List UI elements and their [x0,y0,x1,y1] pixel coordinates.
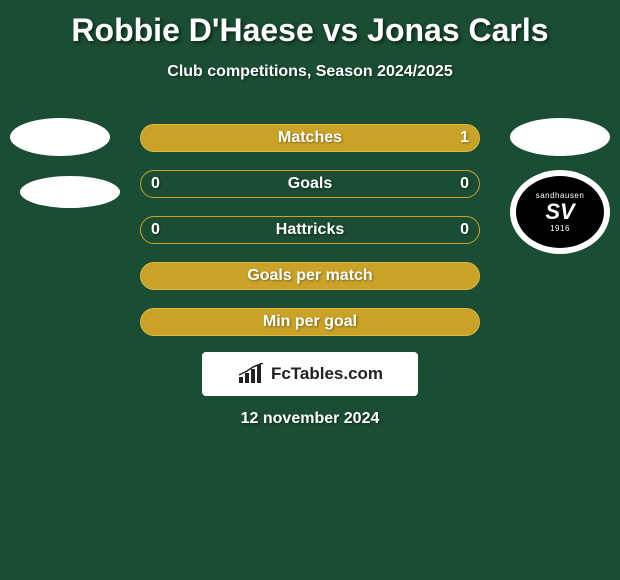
badge-year: 1916 [550,224,570,233]
left-player-shapes [10,118,120,208]
right-player-shapes: sandhausen SV 1916 [510,118,610,254]
stat-label: Goals [288,175,332,193]
badge-center-text: SV [545,202,574,222]
left-ellipse-2 [20,176,120,208]
stat-row: 0 Goals 0 [140,170,480,198]
stat-left-value: 0 [151,175,165,193]
stat-label: Hattricks [276,221,344,239]
stat-row: 0 Hattricks 0 [140,216,480,244]
left-ellipse-1 [10,118,110,156]
branding-text: FcTables.com [271,364,383,384]
stat-right-value: 0 [455,175,469,193]
stat-left-value: 0 [151,221,165,239]
stat-rows: Matches 1 0 Goals 0 0 Hattricks 0 Goals … [140,124,480,354]
page-title: Robbie D'Haese vs Jonas Carls [0,0,620,49]
stat-row: Goals per match [140,262,480,290]
date-text: 12 november 2024 [241,410,380,428]
stat-row: Matches 1 [140,124,480,152]
stat-label: Goals per match [247,267,372,285]
subtitle: Club competitions, Season 2024/2025 [0,63,620,81]
stat-label: Matches [278,129,342,147]
right-ellipse-1 [510,118,610,156]
stat-label: Min per goal [263,313,357,331]
stat-right-value: 1 [455,129,469,147]
bars-icon [237,363,265,385]
branding-box: FcTables.com [202,352,418,396]
stat-right-value: 0 [455,221,469,239]
stat-row: Min per goal [140,308,480,336]
club-badge: sandhausen SV 1916 [510,170,610,254]
